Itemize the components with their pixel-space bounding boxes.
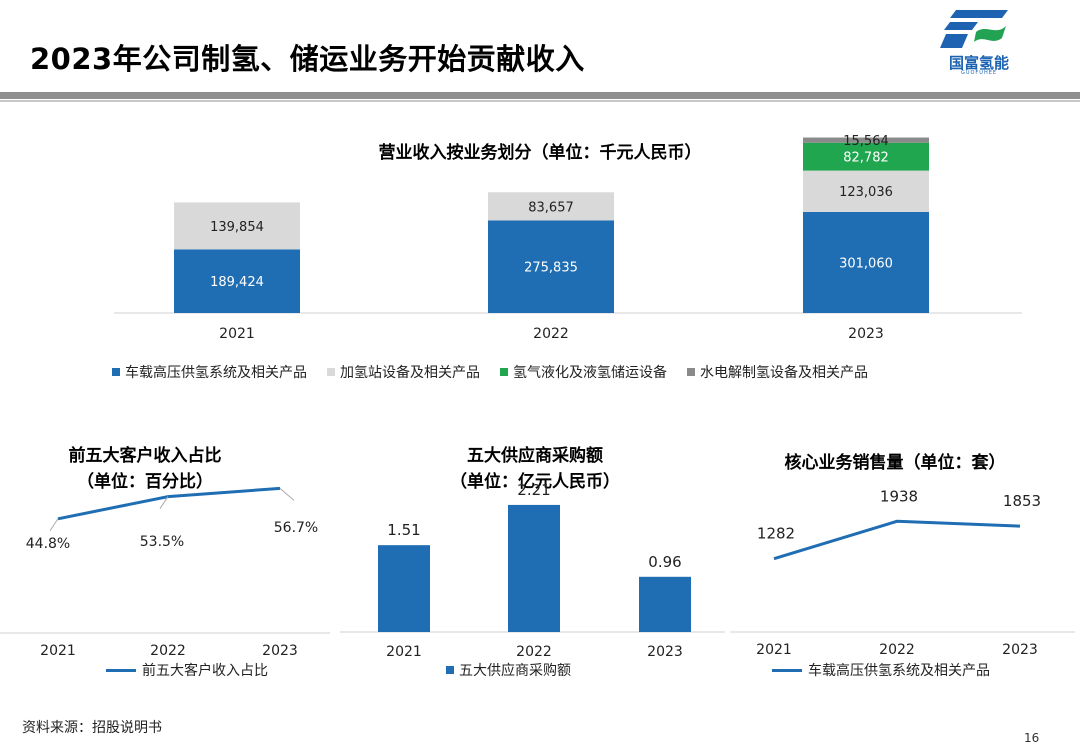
company-logo-icon — [940, 10, 1008, 48]
data-label: 275,835 — [524, 261, 578, 276]
series-line — [57, 486, 281, 521]
top-customers-line-chart: 44.8% 53.5% 56.7% 2021 2022 2023 — [0, 486, 330, 659]
legend-line-blue — [106, 668, 136, 672]
legend-label: 水电解制氢设备及相关产品 — [700, 365, 868, 381]
x-tick-label: 2022 — [879, 642, 915, 658]
data-label: 1938 — [880, 487, 918, 505]
bar-segment — [174, 249, 300, 313]
legend-line-blue — [772, 668, 802, 672]
sales-chart-legend: 车载高压供氢系统及相关产品 — [772, 660, 1010, 680]
customer-chart-legend: 前五大客户收入占比 — [106, 660, 288, 680]
data-label: 0.96 — [648, 553, 681, 571]
supplier-chart-title-line2: （单位：亿元人民币） — [450, 472, 620, 492]
customer-chart-title: 前五大客户收入占比 （单位：百分比） — [20, 443, 270, 495]
data-label: 83,657 — [528, 200, 574, 215]
bar-segment — [488, 220, 614, 313]
data-label: 123,036 — [839, 185, 893, 200]
legend-swatch-blue — [112, 368, 120, 376]
bar-segment — [803, 211, 929, 313]
legend-item-liquefaction: 氢气液化及液氢储运设备 — [500, 362, 667, 382]
legend-swatch-lightgray — [327, 368, 335, 376]
legend-label: 车载高压供氢系统及相关产品 — [125, 365, 307, 381]
header-divider — [0, 92, 1080, 99]
data-label: 15,564 — [843, 134, 889, 149]
legend-item-suppliers: 五大供应商采购额 — [446, 660, 571, 680]
data-label: 139,854 — [210, 220, 264, 235]
series-line — [773, 519, 1021, 561]
customer-chart-title-line1: 前五大客户收入占比 — [68, 446, 222, 466]
page-number: 16 — [1024, 731, 1040, 745]
legend-swatch-blue — [446, 666, 454, 674]
x-tick-label: 2021 — [386, 644, 422, 660]
customer-chart-title-line2: （单位：百分比） — [77, 472, 213, 492]
x-tick-label: 2023 — [262, 643, 298, 659]
data-label: 1282 — [757, 525, 795, 543]
legend-label: 车载高压供氢系统及相关产品 — [808, 663, 990, 679]
bar-segment — [803, 170, 929, 212]
x-tick-label: 2023 — [647, 644, 683, 660]
legend-label: 加氢站设备及相关产品 — [340, 365, 480, 381]
logo-subtitle: GUOFUHEE — [960, 70, 998, 76]
x-tick-label: 2021 — [219, 326, 255, 342]
header-divider-thin — [0, 100, 1080, 102]
legend-label: 五大供应商采购额 — [459, 663, 571, 679]
x-tick-label: 2021 — [756, 642, 792, 658]
bar — [508, 504, 560, 632]
data-label: 82,782 — [843, 151, 889, 166]
data-label: 44.8% — [26, 536, 70, 552]
legend-label: 氢气液化及液氢储运设备 — [513, 365, 667, 381]
legend-item-customers: 前五大客户收入占比 — [106, 660, 268, 680]
legend-label: 前五大客户收入占比 — [142, 663, 268, 679]
legend-item-vehicle: 车载高压供氢系统及相关产品 — [112, 362, 307, 382]
x-tick-label: 2022 — [150, 643, 186, 659]
bar-segment — [174, 202, 300, 250]
x-tick-label: 2023 — [1002, 642, 1038, 658]
data-label: 1.51 — [387, 521, 420, 539]
bar-segment — [803, 142, 929, 171]
top-suppliers-bar-chart: 1.51 2021 2.21 2022 0.96 2023 — [340, 481, 725, 660]
label-leader — [159, 496, 169, 509]
main-chart-title: 营业收入按业务划分（单位：千元人民币） — [378, 143, 702, 163]
legend-item-electrolysis: 水电解制氢设备及相关产品 — [687, 362, 868, 382]
legend-swatch-darkgray — [687, 368, 695, 376]
main-chart-legend: 车载高压供氢系统及相关产品 加氢站设备及相关产品 氢气液化及液氢储运设备 水电解… — [112, 362, 888, 382]
legend-swatch-green — [500, 368, 508, 376]
data-label: 1853 — [1003, 492, 1041, 510]
x-tick-label: 2022 — [533, 326, 569, 342]
label-leader — [279, 488, 295, 501]
supplier-chart-title: 五大供应商采购额 （单位：亿元人民币） — [400, 443, 670, 495]
legend-item-station: 加氢站设备及相关产品 — [327, 362, 480, 382]
x-tick-label: 2022 — [516, 644, 552, 660]
x-tick-label: 2023 — [848, 326, 884, 342]
supplier-chart-legend: 五大供应商采购额 — [446, 660, 591, 680]
bar — [639, 576, 691, 632]
data-label: 301,060 — [839, 256, 893, 271]
label-leader — [49, 518, 59, 532]
data-label: 53.5% — [140, 534, 184, 550]
sales-volume-line-chart: 1282 2021 1938 2022 1853 2023 — [730, 487, 1075, 658]
data-label: 2.21 — [517, 481, 550, 499]
x-tick-label: 2021 — [40, 643, 76, 659]
bar — [378, 545, 430, 632]
data-label: 56.7% — [274, 520, 318, 536]
supplier-chart-title-line1: 五大供应商采购额 — [467, 446, 603, 466]
source-note: 资料来源：招股说明书 — [22, 720, 162, 736]
sales-volume-chart-title: 核心业务销售量（单位：套） — [784, 453, 1006, 473]
bar-segment — [488, 192, 614, 221]
logo-name: 国富氢能 — [948, 54, 1009, 72]
bar-segment — [803, 137, 929, 143]
revenue-stacked-bar-chart: 189,424 139,854 2021 275,835 83,657 2022 301,0… — [114, 134, 1022, 342]
page-title: 2023年公司制氢、储运业务开始贡献收入 — [30, 42, 585, 76]
data-label: 189,424 — [210, 275, 264, 290]
legend-item-sales: 车载高压供氢系统及相关产品 — [772, 660, 990, 680]
